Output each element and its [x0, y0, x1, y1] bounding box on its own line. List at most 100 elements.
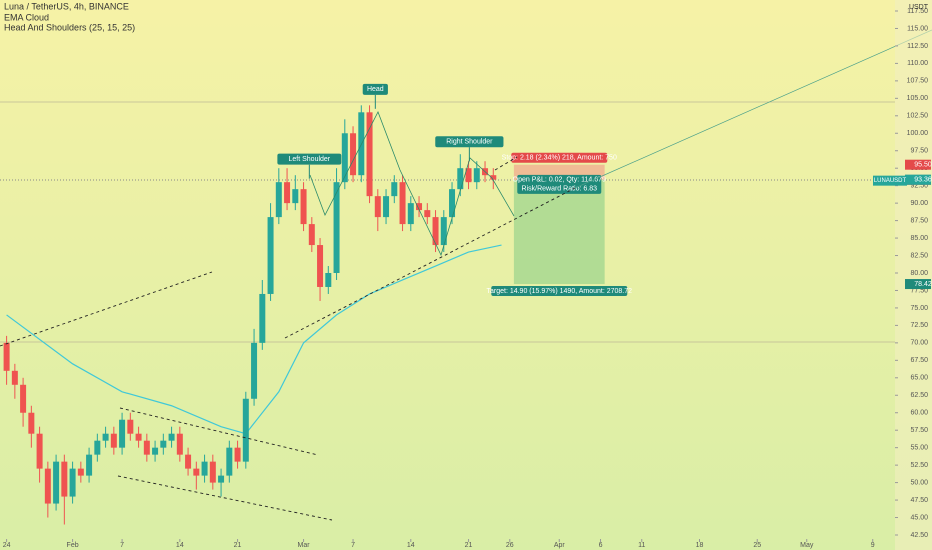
candle-body: [110, 433, 117, 448]
candle-body: [53, 461, 60, 504]
annotation-bg: [362, 83, 388, 95]
y-tick-label: 72.50: [910, 322, 928, 329]
candle-body: [69, 468, 76, 497]
y-tick-label: 47.50: [910, 497, 928, 504]
candle-body: [325, 273, 332, 287]
y-tick-label: 65.00: [910, 375, 928, 382]
y-tick-label: 117.50: [907, 8, 928, 15]
y-tick-label: 57.50: [910, 427, 928, 434]
pattern-line: [309, 111, 515, 257]
y-tick-label: 55.00: [910, 445, 928, 452]
candle-body: [440, 217, 447, 246]
x-tick-label: 25: [753, 542, 761, 549]
y-tick-label: 90.00: [910, 200, 928, 207]
candle-body: [465, 168, 472, 183]
x-tick-label: 14: [176, 542, 184, 549]
candle-body: [267, 217, 274, 294]
trend-lines: [0, 29, 932, 521]
candle-body: [94, 440, 101, 455]
candle-body: [350, 133, 357, 176]
candle-body: [424, 210, 431, 218]
candle-body: [383, 196, 390, 218]
candle-body: [61, 461, 68, 497]
candle-body: [374, 196, 381, 218]
candle-body: [168, 433, 175, 441]
price-label-bg: [905, 159, 931, 170]
trend-line: [494, 156, 518, 171]
candle-body: [86, 454, 93, 476]
channel-line: [119, 407, 319, 456]
x-tick-label: 9: [871, 542, 875, 549]
chart-title: Luna / TetherUS, 4h, BINANCE: [4, 1, 129, 11]
candle-body: [193, 468, 200, 476]
annotation-bg: [435, 136, 504, 148]
indicator-label: EMA Cloud: [4, 12, 49, 22]
x-tick-label: 24: [3, 542, 11, 549]
y-tick-label: 110.00: [907, 60, 928, 67]
x-tick-label: Apr: [554, 542, 566, 549]
x-tick-label: 21: [465, 542, 473, 549]
y-tick-label: 62.50: [910, 392, 928, 399]
candle-body: [292, 189, 299, 204]
stop-label: Stop: 2.18 (2.34%) 218, Amount: 750: [502, 155, 617, 162]
candle-body: [218, 475, 225, 483]
ema-line: [6, 244, 502, 435]
x-tick-label: 21: [234, 542, 242, 549]
candle-body: [28, 412, 35, 434]
candle-body: [20, 384, 27, 413]
candle-body: [457, 168, 464, 190]
stop-label-bg: [511, 152, 608, 163]
candle-body: [317, 245, 324, 287]
y-tick-label: 77.50: [910, 287, 928, 294]
channel-line: [117, 475, 333, 521]
y-tick-label: 50.00: [910, 479, 928, 486]
candle-body: [119, 419, 126, 448]
symbol-bg: [873, 175, 907, 186]
candle-body: [201, 461, 208, 476]
candle-body: [226, 447, 233, 476]
candle-body: [185, 454, 192, 469]
candle-body: [308, 224, 315, 246]
x-tick-label: 18: [696, 542, 704, 549]
candle-body: [284, 182, 291, 204]
target-zone: [513, 179, 605, 285]
rr-label: Risk/Reward Ratio: 6.83: [522, 186, 598, 193]
price-label-bg: [905, 279, 931, 290]
x-tick-label: 7: [120, 542, 124, 549]
x-tick-label: Mar: [298, 542, 311, 549]
y-tick-label: 100.00: [907, 130, 929, 137]
candle-body: [11, 370, 18, 385]
candle-body: [160, 440, 167, 448]
trend-line: [574, 29, 932, 189]
y-tick-label: 85.00: [910, 235, 928, 242]
candle-body: [242, 398, 249, 462]
y-tick-label: 105.00: [907, 95, 929, 102]
y-tick-label: 102.50: [907, 113, 929, 120]
pnl-label: Open P&L: 0.02, Qty: 114.679: [513, 177, 606, 184]
y-tick-label: 52.50: [910, 462, 928, 469]
neckline: [284, 187, 576, 339]
candle-body: [391, 182, 398, 197]
target-label: Target: 14.90 (15.97%) 1490, Amount: 270…: [486, 288, 632, 295]
candle-body: [300, 189, 307, 225]
y-tick-label: 70.00: [910, 340, 928, 347]
annotation-label: Left Shoulder: [289, 156, 331, 163]
candle-body: [432, 217, 439, 246]
trend-line: [0, 271, 213, 347]
candle-body: [143, 440, 150, 455]
y-tick-label: 67.50: [910, 357, 928, 364]
x-tick-label: 7: [351, 542, 355, 549]
pnl-bg: [517, 174, 602, 194]
candle-body: [102, 433, 109, 441]
x-tick-label: Feb: [67, 542, 79, 549]
candle-body: [176, 433, 183, 455]
candle-body: [152, 447, 159, 455]
currency-label: USDT: [909, 4, 929, 11]
candle-body: [473, 168, 480, 183]
x-tick-label: 6: [599, 542, 603, 549]
price-label: 93.36: [914, 177, 932, 184]
candle-body: [407, 203, 414, 225]
y-tick-label: 87.50: [910, 217, 928, 224]
x-tick-label: 14: [407, 542, 415, 549]
